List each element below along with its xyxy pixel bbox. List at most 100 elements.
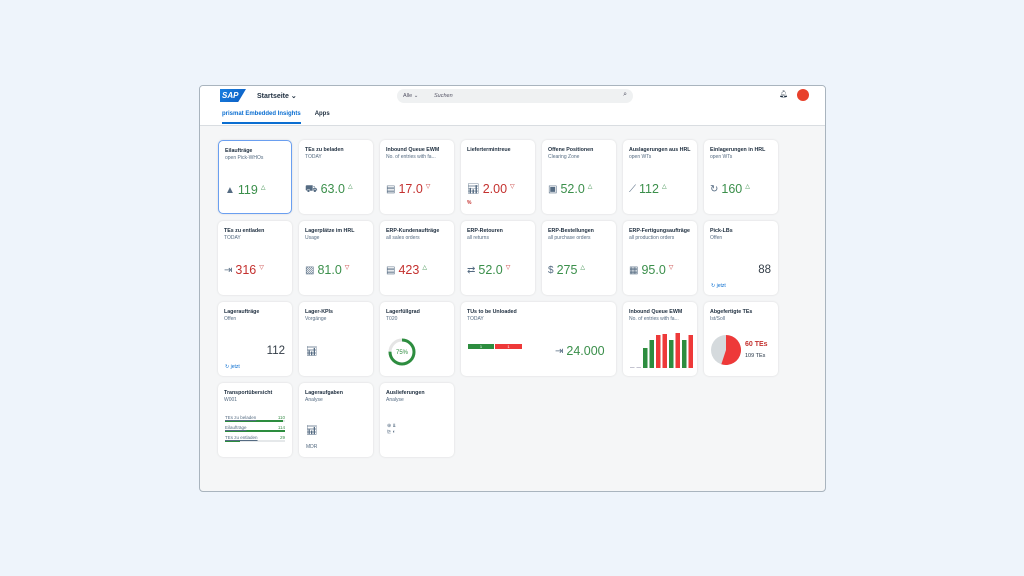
bar <box>656 335 661 368</box>
tile-value: 88 <box>758 264 771 276</box>
tile-subtitle: all returns <box>467 234 489 241</box>
truck-load-icon: ⛟ <box>305 184 318 195</box>
home-label: Startseite <box>257 93 289 100</box>
trend-up-icon: △ <box>745 184 750 190</box>
tile-subtitle: TODAY <box>467 315 484 322</box>
bar-chart-icon: 📊︎ <box>467 184 480 195</box>
row-label: TEs zu entladen <box>225 435 258 440</box>
row-bar <box>225 420 283 422</box>
trend-down-icon: ▽ <box>344 265 350 271</box>
kpi-value: 95.0 <box>641 263 666 277</box>
refresh-label: jetzt <box>716 283 726 289</box>
row-value: 110 <box>277 415 285 420</box>
tile-subtitle: open WTs <box>710 153 733 160</box>
refresh-link[interactable]: ↻ jetzt <box>225 364 240 370</box>
home-menu[interactable]: Startseite ⌄ <box>257 92 297 100</box>
refresh-label: jetzt <box>230 364 240 370</box>
inbound-bar-chart <box>630 333 693 368</box>
trend-up-icon: △ <box>587 184 593 190</box>
tile-footer: MDR <box>306 444 318 450</box>
row-bar <box>225 440 240 442</box>
line-chart-icon: ⟋ <box>629 184 636 195</box>
kpi-tile[interactable]: ERP-Bestellungen all purchase orders $275 △ <box>542 221 616 295</box>
bar <box>682 340 687 368</box>
sap-logo[interactable]: SAP <box>220 89 246 102</box>
avatar[interactable] <box>797 89 809 101</box>
lager-kpis-tile[interactable]: Lager-KPIs Vorgänge 📊︎ <box>299 302 373 376</box>
trend-up-icon: △ <box>661 184 667 190</box>
search-icon[interactable]: ⌕ <box>623 91 627 98</box>
kpi-value: 63.0 <box>320 182 345 196</box>
monitor-dollar-icon: $ <box>548 265 554 276</box>
bar <box>649 340 654 368</box>
tile-subtitle: TODAY <box>305 153 322 160</box>
kpi-tile[interactable]: TEs zu entladen TODAY ⇥ 316 ▽ <box>218 221 292 295</box>
inbound-chart-tile[interactable]: Inbound Queue EWM No. of entries with fa.… <box>623 302 697 376</box>
kpi-tile[interactable]: ERP-Retouren all returns ⇄ 52.0 ▽ <box>461 221 535 295</box>
tile-subtitle: No. of entries with fa... <box>629 315 679 322</box>
trend-up-icon: △ <box>347 184 353 190</box>
bell-icon[interactable]: 🔔︎ <box>779 91 788 98</box>
trend-up-icon: △ <box>260 185 266 191</box>
kpi-value: 119 <box>237 183 258 197</box>
transportuebersicht-tile[interactable]: Transportübersicht W001 TEs zu beladen 110 E… <box>218 383 292 457</box>
warning-icon: ▲ <box>225 185 235 196</box>
tile-title: Lagerplätze im HRL <box>305 228 355 234</box>
calendar-person-icon: ▣ <box>548 184 558 195</box>
kpi-value: 17.0 <box>398 182 423 196</box>
kpi-tile[interactable]: Einlagerungen in HRL open WTs ↻ 160 △ <box>704 140 778 214</box>
divider <box>200 125 825 126</box>
tile-title: ERP-Kundenaufträge <box>386 228 440 234</box>
pick-lbs-tile[interactable]: Pick-LBs Offen 88 ↻ jetzt <box>704 221 778 295</box>
image-icon: ▨ <box>305 265 315 276</box>
target-label: 109 TEs <box>745 353 766 359</box>
tab-apps[interactable]: Apps <box>314 111 330 117</box>
kpi-tile[interactable]: ERP-Fertigungsaufträge all production ord… <box>623 221 697 295</box>
kpi-tile[interactable]: Lagerplätze im HRL Usage ▨ 81.0 ▽ <box>299 221 373 295</box>
segment-green: 1 <box>468 344 494 349</box>
bar <box>636 367 641 368</box>
return-icon: ⇄ <box>467 265 476 276</box>
trend-down-icon: ▽ <box>505 265 511 271</box>
kpi-tile[interactable]: Liefertermintreue 📊︎ 2.00 ▽% <box>461 140 535 214</box>
lagerauftraege-tile[interactable]: Lageraufträge Offen 112 ↻ jetzt <box>218 302 292 376</box>
bar-chart-icon: 📊︎ <box>306 425 318 435</box>
kpi-tile[interactable]: TEs zu beladen TODAY ⛟ 63.0 △ <box>299 140 373 214</box>
tab-prismat-embedded-insights[interactable]: prismat Embedded Insights <box>222 111 301 124</box>
tile-title: TUs to be Unloaded <box>467 309 517 315</box>
document-icon: ▤ <box>386 184 396 195</box>
lagerfuellgrad-tile[interactable]: Lagerfüllgrad T020 75% <box>380 302 454 376</box>
tile-title: TEs zu entladen <box>224 228 265 234</box>
row-value: 29 <box>279 435 285 440</box>
tile-title: Liefertermintreue <box>467 147 511 153</box>
kpi-tile[interactable]: Offene Positionen Clearing Zone ▣ 52.0 △ <box>542 140 616 214</box>
search-input[interactable]: Suchen <box>434 93 453 99</box>
tile-title: Auslagerungen aus HRL <box>629 147 691 153</box>
tile-subtitle: open Pick-WHOs <box>225 154 264 161</box>
tile-subtitle: Clearing Zone <box>548 153 580 160</box>
tile-title: Lager-KPIs <box>305 309 333 315</box>
tile-subtitle: Analyse <box>386 396 404 403</box>
tile-subtitle: Analyse <box>305 396 323 403</box>
unload-icon: ⇥ <box>224 265 233 276</box>
analysis-icon: ⊕ ⫫ ⊵ ◐ <box>387 423 396 435</box>
search-bar[interactable]: Alle ⌄ Suchen ⌕ <box>397 89 633 103</box>
kpi-tile[interactable]: Inbound Queue EWM No. of entries with fa.… <box>380 140 454 214</box>
row-bar <box>225 430 285 432</box>
kpi-tile[interactable]: Auslagerungen aus HRL open WTs ⟋ 112 △ <box>623 140 697 214</box>
fill-level-donut: 75% <box>388 338 416 366</box>
pie-chart <box>711 335 741 365</box>
search-scope-select[interactable]: Alle ⌄ <box>403 93 419 99</box>
lageraufgaben-tile[interactable]: Lageraufgaben Analyse 📊︎ MDR <box>299 383 373 457</box>
tile-title: ERP-Retouren <box>467 228 503 234</box>
kpi-tile[interactable]: Eilaufträge open Pick-WHOs ▲ 119 △ <box>218 140 292 214</box>
row-label: Eilaufträge <box>225 425 247 430</box>
refresh-link[interactable]: ↻ jetzt <box>711 283 726 289</box>
abgefertigt-tile[interactable]: Abgefertigte TEs Ist/Soll 60 TEs 109 TEs <box>704 302 778 376</box>
tile-subtitle: Offen <box>710 234 723 241</box>
tile-subtitle: T020 <box>386 315 398 322</box>
tile-subtitle: Vorgänge <box>305 315 327 322</box>
kpi-tile[interactable]: ERP-Kundenaufträge all sales orders ▤ 423 △ <box>380 221 454 295</box>
tus-unloaded-tile[interactable]: TUs to be Unloaded TODAY 1 1 ⇥ 24.000 <box>461 302 616 376</box>
auslieferungen-tile[interactable]: Auslieferungen Analyse ⊕ ⫫ ⊵ ◐ <box>380 383 454 457</box>
